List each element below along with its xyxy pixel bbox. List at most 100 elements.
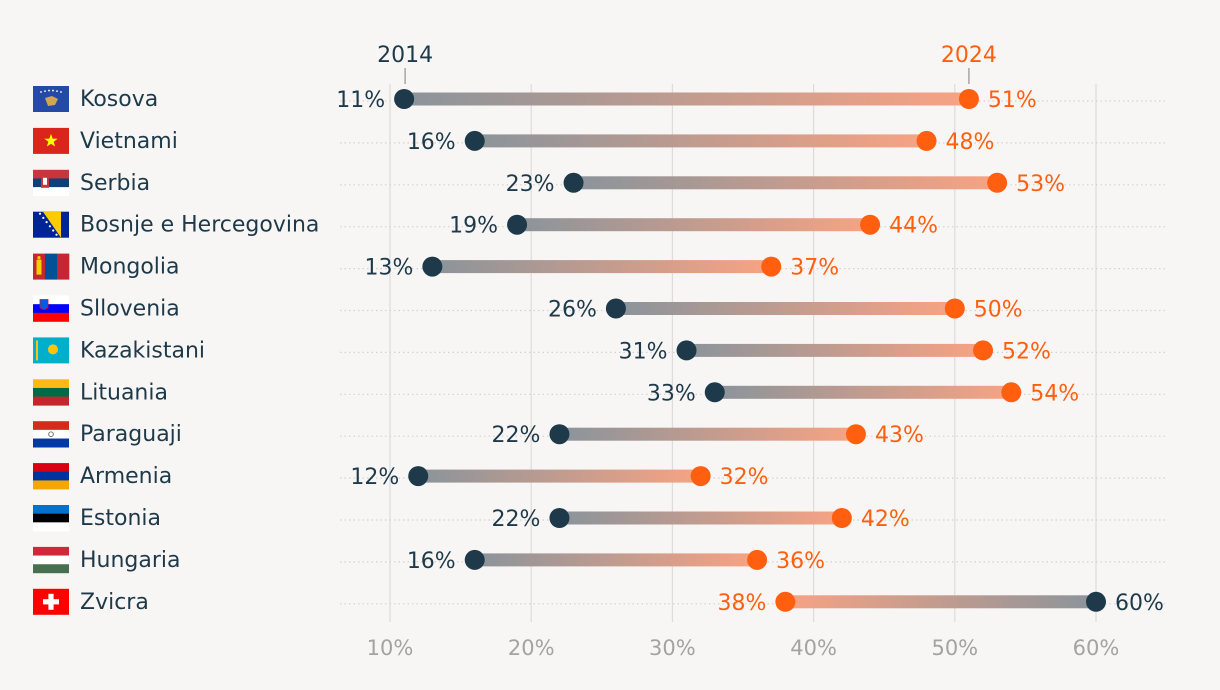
- value-2024: 44%: [889, 214, 938, 239]
- lithuania-flag-icon: [33, 379, 69, 406]
- range-bar: [432, 260, 772, 274]
- dot-2014: [507, 214, 528, 235]
- dot-2024: [845, 424, 866, 445]
- bosnia-flag-icon: [33, 211, 69, 238]
- slovenia-flag-icon: [33, 295, 69, 322]
- country-label: Vietnami: [80, 129, 178, 154]
- country-label: Paraguaji: [80, 422, 182, 447]
- dot-2024: [831, 508, 852, 528]
- row-serbia: Serbia 23% 53%: [33, 169, 1168, 197]
- value-2024: 50%: [974, 298, 1023, 323]
- dot-2024: [1001, 382, 1022, 403]
- dot-2014: [422, 256, 443, 277]
- range-bar: [615, 302, 955, 315]
- dot-2014: [704, 382, 725, 403]
- value-2024: 51%: [988, 88, 1037, 113]
- row-vietnami: Vietnami 16% 48%: [33, 127, 1168, 155]
- x-tick-label: 50%: [931, 636, 978, 660]
- range-bar: [714, 385, 1012, 399]
- country-label: Mongolia: [80, 255, 180, 280]
- dot-2024: [916, 130, 937, 151]
- dot-2014: [464, 549, 485, 570]
- value-2014: 60%: [1115, 591, 1164, 616]
- axis-layer: 2014 2024: [377, 43, 997, 84]
- country-label: Kazakistani: [80, 338, 205, 363]
- range-bar: [785, 595, 1096, 609]
- value-2024: 38%: [717, 591, 766, 616]
- paraguay-flag-icon: [33, 421, 69, 448]
- dot-2024: [747, 549, 768, 570]
- dot-2024: [973, 340, 994, 361]
- country-label: Armenia: [80, 464, 172, 489]
- x-tick-label: 60%: [1073, 636, 1120, 660]
- dot-2014: [1086, 591, 1106, 612]
- legend-end-year: 2024: [941, 43, 997, 68]
- x-tick-label: 30%: [649, 636, 696, 660]
- value-2024: 32%: [720, 465, 769, 490]
- dot-2014: [394, 89, 415, 109]
- vietnam-flag-icon: [33, 127, 69, 154]
- value-2014: 26%: [548, 298, 597, 323]
- value-2024: 42%: [861, 507, 910, 532]
- value-2024: 37%: [790, 256, 839, 281]
- estonia-flag-icon: [33, 505, 69, 532]
- value-2014: 33%: [647, 381, 696, 406]
- range-bar: [559, 511, 842, 525]
- value-2024: 36%: [776, 549, 825, 574]
- dot-2014: [549, 508, 570, 528]
- range-bar: [404, 92, 969, 106]
- rows-layer: Kosova 11% 51% Vietnami 16% 48% Serbia 23% 53% Bo…: [33, 86, 1168, 616]
- country-label: Serbia: [80, 171, 150, 196]
- value-2014: 16%: [407, 549, 456, 574]
- country-label: Bosnje e Hercegovina: [80, 213, 319, 238]
- serbia-flag-icon: [33, 169, 69, 197]
- dot-2024: [944, 298, 965, 319]
- dot-2014: [549, 424, 570, 445]
- value-2024: 53%: [1016, 172, 1065, 197]
- hungary-flag-icon: [33, 546, 69, 574]
- value-2024: 48%: [946, 130, 995, 155]
- range-bar: [474, 553, 758, 567]
- country-label: Zvicra: [80, 590, 149, 615]
- country-label: Lituania: [80, 380, 168, 405]
- row-hungaria: Hungaria 16% 36%: [33, 546, 1168, 574]
- row-mongolia: Mongolia 13% 37%: [33, 253, 1168, 281]
- row-estonia: Estonia 22% 42%: [33, 505, 1168, 532]
- dot-2014: [563, 172, 584, 193]
- value-2014: 31%: [619, 339, 668, 364]
- value-2014: 13%: [364, 256, 413, 281]
- value-2014: 19%: [449, 214, 498, 239]
- row-paraguaji: Paraguaji 22% 43%: [33, 421, 1168, 448]
- legend-start-year: 2014: [377, 43, 433, 68]
- row-kazakistani: Kazakistani 31% 52%: [33, 337, 1168, 364]
- value-2014: 23%: [506, 172, 555, 197]
- dot-2024: [860, 214, 881, 235]
- range-bar: [517, 218, 871, 232]
- dot-2024: [775, 591, 796, 612]
- row-sllovenia: Sllovenia 26% 50%: [33, 295, 1168, 323]
- row-lituania: Lituania 33% 54%: [33, 379, 1168, 406]
- dot-2014: [464, 130, 485, 151]
- range-bar: [418, 469, 701, 483]
- switzerland-flag-icon: [33, 588, 69, 615]
- row-bosnje-e-hercegovina: Bosnje e Hercegovina 19% 44%: [33, 211, 1168, 239]
- dot-2024: [761, 256, 782, 277]
- dot-2014: [676, 340, 697, 361]
- value-2024: 52%: [1002, 339, 1051, 364]
- row-zvicra: Zvicra 60% 38%: [33, 588, 1168, 616]
- kosovo-flag-icon: [33, 86, 69, 112]
- value-2024: 43%: [875, 423, 924, 448]
- range-bar: [559, 427, 856, 441]
- value-2014: 22%: [492, 507, 541, 532]
- x-tick-label: 20%: [508, 636, 555, 660]
- dot-2024: [690, 466, 711, 487]
- row-kosova: Kosova 11% 51%: [33, 86, 1168, 113]
- mongolia-flag-icon: [33, 253, 70, 280]
- range-bar: [573, 176, 998, 190]
- dot-2014: [605, 298, 626, 319]
- value-2014: 16%: [407, 130, 456, 155]
- dot-2024: [987, 172, 1008, 193]
- value-2014: 22%: [492, 423, 541, 448]
